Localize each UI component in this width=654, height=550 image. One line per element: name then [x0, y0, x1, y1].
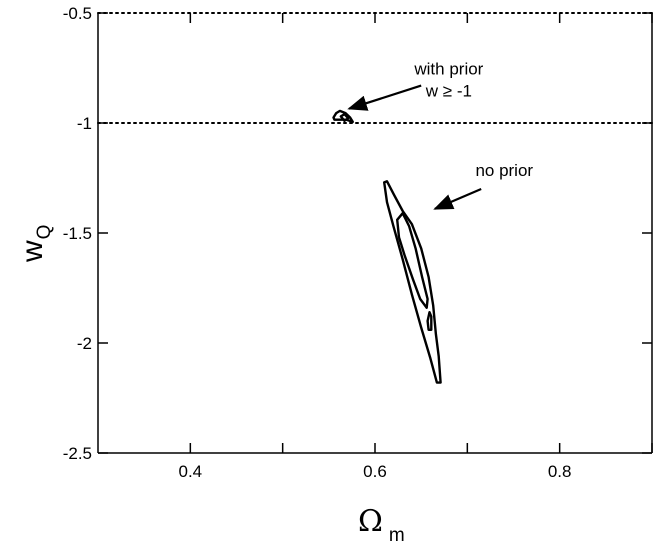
plot-area	[97, 13, 653, 454]
y-tick-label: -1	[77, 114, 92, 133]
annotation-arrow-0	[347, 84, 422, 111]
contour-no-prior-inner-4	[426, 311, 433, 331]
annotation-line: with prior	[413, 60, 483, 79]
y-tick-label: -2	[77, 334, 92, 353]
x-tick-label: 0.6	[363, 462, 387, 481]
reference-lines	[97, 12, 653, 124]
x-axis-label-sub: m	[389, 525, 405, 546]
contour-group	[332, 109, 442, 384]
contour-with-prior-inner-1	[339, 112, 350, 123]
annotation-line: no prior	[475, 161, 533, 180]
axis-ticks: 0.4 0.6 0.8 -0.5 -1 -1.5 -2 -2.5	[63, 4, 653, 481]
contour-no-prior-inner-3	[396, 211, 429, 309]
y-tick-label: -1.5	[63, 224, 92, 243]
x-tick-label: 0.4	[179, 462, 203, 481]
annotation-line: w ≥ -1	[425, 82, 472, 101]
contour-no-prior-outer-2	[383, 180, 442, 384]
annotation-arrow-1	[433, 187, 482, 210]
x-axis-label-main: Ω	[358, 504, 383, 539]
annotation-label-1: no prior	[475, 161, 533, 180]
annotations: with prior w ≥ -1 no prior	[347, 60, 533, 210]
y-axis-label-sub: Q	[34, 225, 55, 240]
y-tick-label: -2.5	[63, 444, 92, 463]
y-axis-label: wQ	[16, 225, 55, 263]
y-tick-label: -0.5	[63, 4, 92, 23]
contour-with-prior-outer-0	[332, 109, 354, 124]
annotation-label-0: with prior w ≥ -1	[413, 60, 483, 101]
y-axis-label-main: w	[16, 240, 49, 263]
x-tick-label: 0.8	[548, 462, 572, 481]
